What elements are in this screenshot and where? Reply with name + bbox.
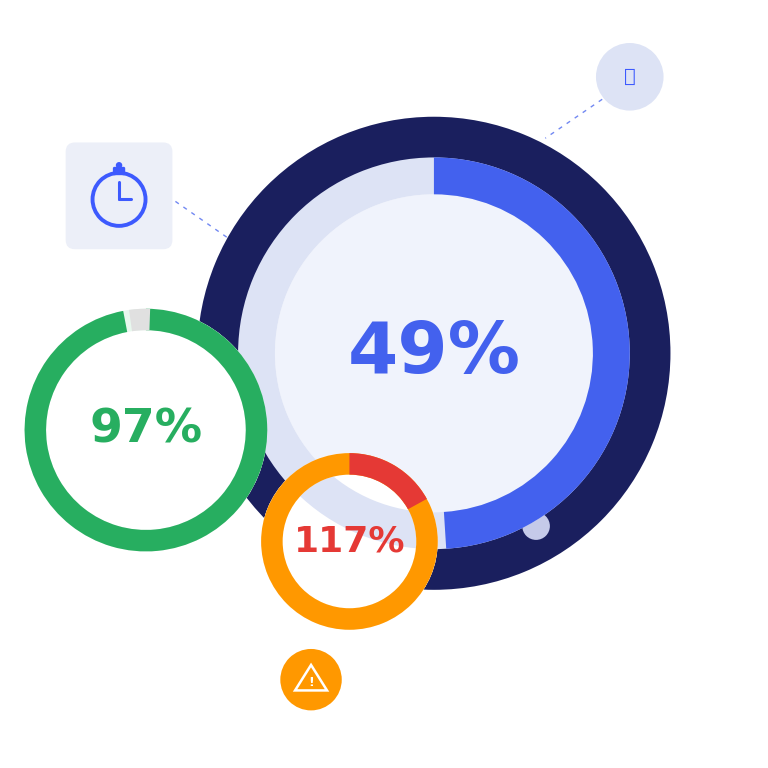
Circle shape	[261, 453, 438, 630]
Wedge shape	[197, 117, 670, 590]
Wedge shape	[261, 453, 438, 630]
Circle shape	[255, 174, 613, 532]
Text: 117%: 117%	[293, 525, 406, 558]
Circle shape	[275, 194, 593, 512]
Wedge shape	[25, 309, 267, 551]
Text: !: !	[308, 677, 314, 689]
Wedge shape	[25, 309, 267, 551]
Circle shape	[596, 43, 664, 111]
FancyBboxPatch shape	[65, 143, 173, 249]
Wedge shape	[261, 453, 438, 630]
Text: 49%: 49%	[347, 319, 521, 388]
Wedge shape	[238, 157, 630, 549]
Circle shape	[525, 452, 574, 501]
Circle shape	[522, 512, 550, 540]
Circle shape	[46, 330, 246, 530]
Text: 👥: 👥	[624, 68, 636, 86]
Circle shape	[116, 162, 122, 168]
Wedge shape	[129, 309, 151, 331]
Wedge shape	[349, 453, 427, 509]
Circle shape	[25, 309, 267, 551]
FancyBboxPatch shape	[113, 167, 125, 175]
Wedge shape	[434, 157, 630, 548]
Text: 97%: 97%	[89, 408, 203, 452]
Circle shape	[283, 475, 416, 608]
Circle shape	[280, 649, 342, 710]
